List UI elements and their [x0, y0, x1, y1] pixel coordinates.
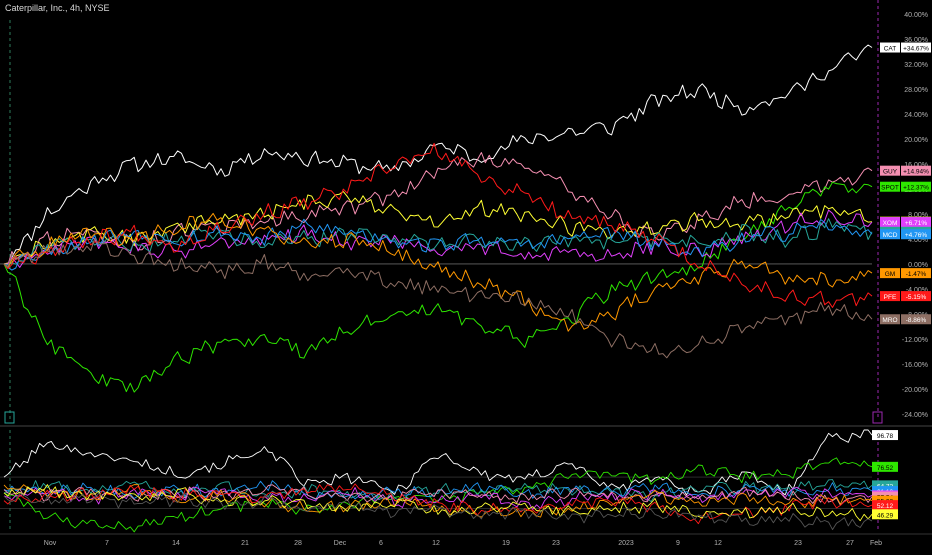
series-name-label: PFE: [884, 294, 897, 301]
series-value-tag-spot: [901, 181, 931, 192]
osc-line-gm: [3, 484, 873, 518]
osc-value-tag-cat: [872, 430, 898, 441]
x-tick-label: 14: [172, 540, 180, 547]
osc-value-label: 46.29: [877, 512, 894, 519]
series-line-cat: [3, 44, 873, 266]
x-tick-label: Nov: [44, 540, 57, 547]
x-tick-label: 23: [552, 540, 560, 547]
osc-line-spot: [3, 457, 873, 533]
series-value-label: +4.76%: [905, 232, 927, 239]
x-tick-label: 28: [294, 540, 302, 547]
series-name-tag-spot: [880, 181, 900, 192]
y-tick-label: 36.00%: [904, 37, 928, 44]
x-tick-label: 27: [846, 540, 854, 547]
series-name-label: MCD: [883, 232, 898, 239]
y-tick-label: -16.00%: [902, 362, 928, 369]
y-tick-label: 40.00%: [904, 12, 928, 19]
series-name-label: GUY: [883, 169, 898, 176]
series-line-mcd: [3, 218, 873, 271]
x-tick-label: 2023: [618, 540, 634, 547]
chart-title: Caterpillar, Inc., 4h, NYSE: [5, 3, 110, 13]
session-badge-right: [872, 411, 883, 424]
series-line-guy: [3, 152, 873, 266]
y-tick-label: -20.00%: [902, 387, 928, 394]
y-tick-label: 4.00%: [908, 237, 928, 244]
series-value-tag-gm: [901, 268, 931, 279]
osc-line-ups: [3, 484, 873, 522]
osc-value-tag-ups: [872, 509, 898, 520]
series-value-tag-mro: [901, 314, 931, 325]
series-name-tag-guy: [880, 165, 900, 176]
series-line-spot: [3, 181, 873, 393]
x-tick-label: 12: [714, 540, 722, 547]
x-tick-label: 9: [676, 540, 680, 547]
series-name-tag-mro: [880, 314, 900, 325]
x-tick-label: 19: [502, 540, 510, 547]
series-value-tag-pfe: [901, 291, 931, 302]
series-value-label: +14.94%: [903, 169, 929, 176]
series-name-tag-cat: [880, 42, 900, 53]
y-tick-label: -4.00%: [906, 287, 928, 294]
x-tick-label: 6: [379, 540, 383, 547]
y-tick-label: 32.00%: [904, 62, 928, 69]
osc-value-tag-pfe: [872, 500, 898, 511]
osc-line-mro: [3, 492, 873, 531]
series-value-tag-guy: [901, 165, 931, 176]
x-tick-label: 7: [105, 540, 109, 547]
osc-line-cat: [3, 429, 873, 496]
series-line-gm: [3, 212, 873, 332]
series-line-mro: [3, 237, 873, 359]
x-tick-label: Feb: [870, 540, 882, 547]
series-name-label: XOM: [883, 220, 898, 227]
series-line-pfe: [3, 142, 873, 308]
y-tick-label: 0.00%: [908, 262, 928, 269]
series-name-label: GM: [885, 271, 895, 278]
x-tick-label: Dec: [334, 540, 347, 547]
x-tick-label: 12: [432, 540, 440, 547]
series-name-label: MRO: [882, 317, 897, 324]
x-tick-label: 23: [794, 540, 802, 547]
series-name-tag-mcd: [880, 229, 900, 240]
session-badge-left: [4, 411, 15, 424]
y-tick-label: 24.00%: [904, 112, 928, 119]
series-value-label: -5.15%: [906, 294, 927, 301]
series-value-label: +12.37%: [903, 185, 929, 192]
series-name-label: CAT: [884, 46, 897, 53]
y-tick-label: -12.00%: [902, 337, 928, 344]
series-name-label: SPOT: [881, 185, 899, 192]
series-value-label: +34.67%: [903, 46, 929, 53]
y-tick-label: 20.00%: [904, 137, 928, 144]
osc-value-tag-psx: [872, 480, 898, 491]
y-tick-label: -24.00%: [902, 412, 928, 419]
osc-value-label: 96.78: [877, 433, 894, 440]
series-line-ups: [3, 191, 873, 265]
osc-value-label: 76.52: [877, 465, 894, 472]
series-value-label: -8.86%: [906, 317, 927, 324]
osc-line-psx: [3, 479, 873, 503]
y-tick-label: 8.00%: [908, 212, 928, 219]
osc-value-label: 52.12: [877, 503, 894, 510]
series-name-tag-gm: [880, 268, 900, 279]
series-name-tag-pfe: [880, 291, 900, 302]
series-value-label: -1.47%: [906, 271, 927, 278]
y-tick-label: 28.00%: [904, 87, 928, 94]
y-tick-label: 16.00%: [904, 162, 928, 169]
series-line-xom: [3, 209, 873, 268]
series-value-tag-xom: [901, 217, 931, 228]
series-value-tag-mcd: [901, 229, 931, 240]
x-tick-label: 21: [241, 540, 249, 547]
series-line-psx: [3, 218, 873, 266]
series-value-tag-cat: [901, 42, 931, 53]
series-name-tag-xom: [880, 217, 900, 228]
series-value-label: +6.71%: [905, 220, 927, 227]
osc-value-tag-spot: [872, 461, 898, 472]
